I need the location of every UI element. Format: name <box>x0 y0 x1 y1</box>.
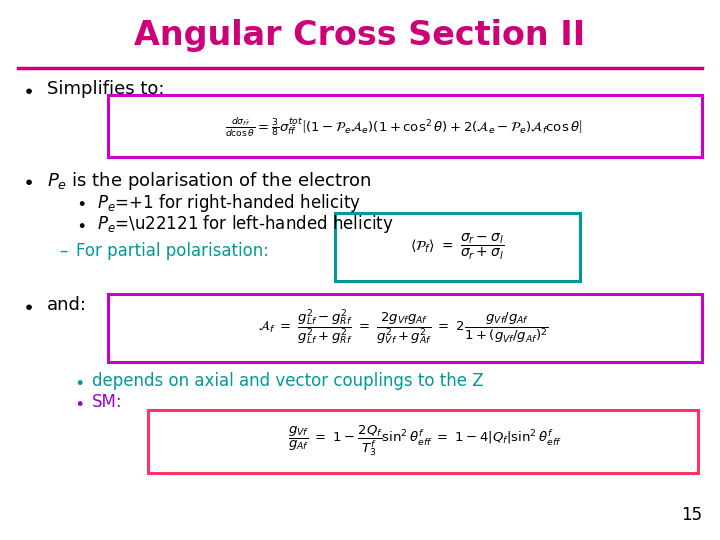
Text: –: – <box>59 242 68 260</box>
FancyBboxPatch shape <box>148 410 698 472</box>
Text: $\langle\mathcal{P}_f\rangle\ =\ \dfrac{\sigma_r - \sigma_l}{\sigma_r + \sigma_l: $\langle\mathcal{P}_f\rangle\ =\ \dfrac{… <box>410 232 504 262</box>
FancyBboxPatch shape <box>108 294 702 362</box>
Text: $\frac{d\sigma_{f\bar{f}}}{d\cos\theta} = \frac{3}{8}\sigma_{f\bar{f}}^{tot}\lef: $\frac{d\sigma_{f\bar{f}}}{d\cos\theta} … <box>225 115 582 139</box>
Text: For partial polarisation:: For partial polarisation: <box>76 242 269 260</box>
Text: SM:: SM: <box>92 393 123 411</box>
Text: $\bullet$: $\bullet$ <box>74 372 84 390</box>
Text: $\bullet$: $\bullet$ <box>22 79 32 99</box>
Text: $P_e$=+1 for right-handed helicity: $P_e$=+1 for right-handed helicity <box>97 192 361 213</box>
FancyBboxPatch shape <box>335 213 580 281</box>
Text: $\bullet$: $\bullet$ <box>76 215 85 233</box>
FancyBboxPatch shape <box>108 94 702 157</box>
Text: Angular Cross Section II: Angular Cross Section II <box>135 18 585 52</box>
Text: $P_e$ is the polarisation of the electron: $P_e$ is the polarisation of the electro… <box>47 170 372 192</box>
Text: 15: 15 <box>681 506 702 524</box>
Text: $\dfrac{g_{Vf}}{g_{Af}}\ =\ 1 - \dfrac{2Q_f}{T_3^f}\sin^2\theta_{eff}^f\ =\ 1 - : $\dfrac{g_{Vf}}{g_{Af}}\ =\ 1 - \dfrac{2… <box>288 424 562 458</box>
Text: and:: and: <box>47 296 87 314</box>
Text: $\bullet$: $\bullet$ <box>74 393 84 411</box>
Text: $\mathcal{A}_f\ =\ \dfrac{g_{Lf}^2 - g_{Rf}^2}{g_{Lf}^2 + g_{Rf}^2}\ =\ \dfrac{2: $\mathcal{A}_f\ =\ \dfrac{g_{Lf}^2 - g_{… <box>258 308 549 348</box>
Text: Simplifies to:: Simplifies to: <box>47 80 164 98</box>
Text: $P_e$=\u22121 for left-handed helicity: $P_e$=\u22121 for left-handed helicity <box>97 213 394 235</box>
Text: $\bullet$: $\bullet$ <box>22 171 32 191</box>
Text: $\bullet$: $\bullet$ <box>22 295 32 315</box>
Text: $\bullet$: $\bullet$ <box>76 193 85 212</box>
Text: depends on axial and vector couplings to the Z: depends on axial and vector couplings to… <box>92 372 484 390</box>
